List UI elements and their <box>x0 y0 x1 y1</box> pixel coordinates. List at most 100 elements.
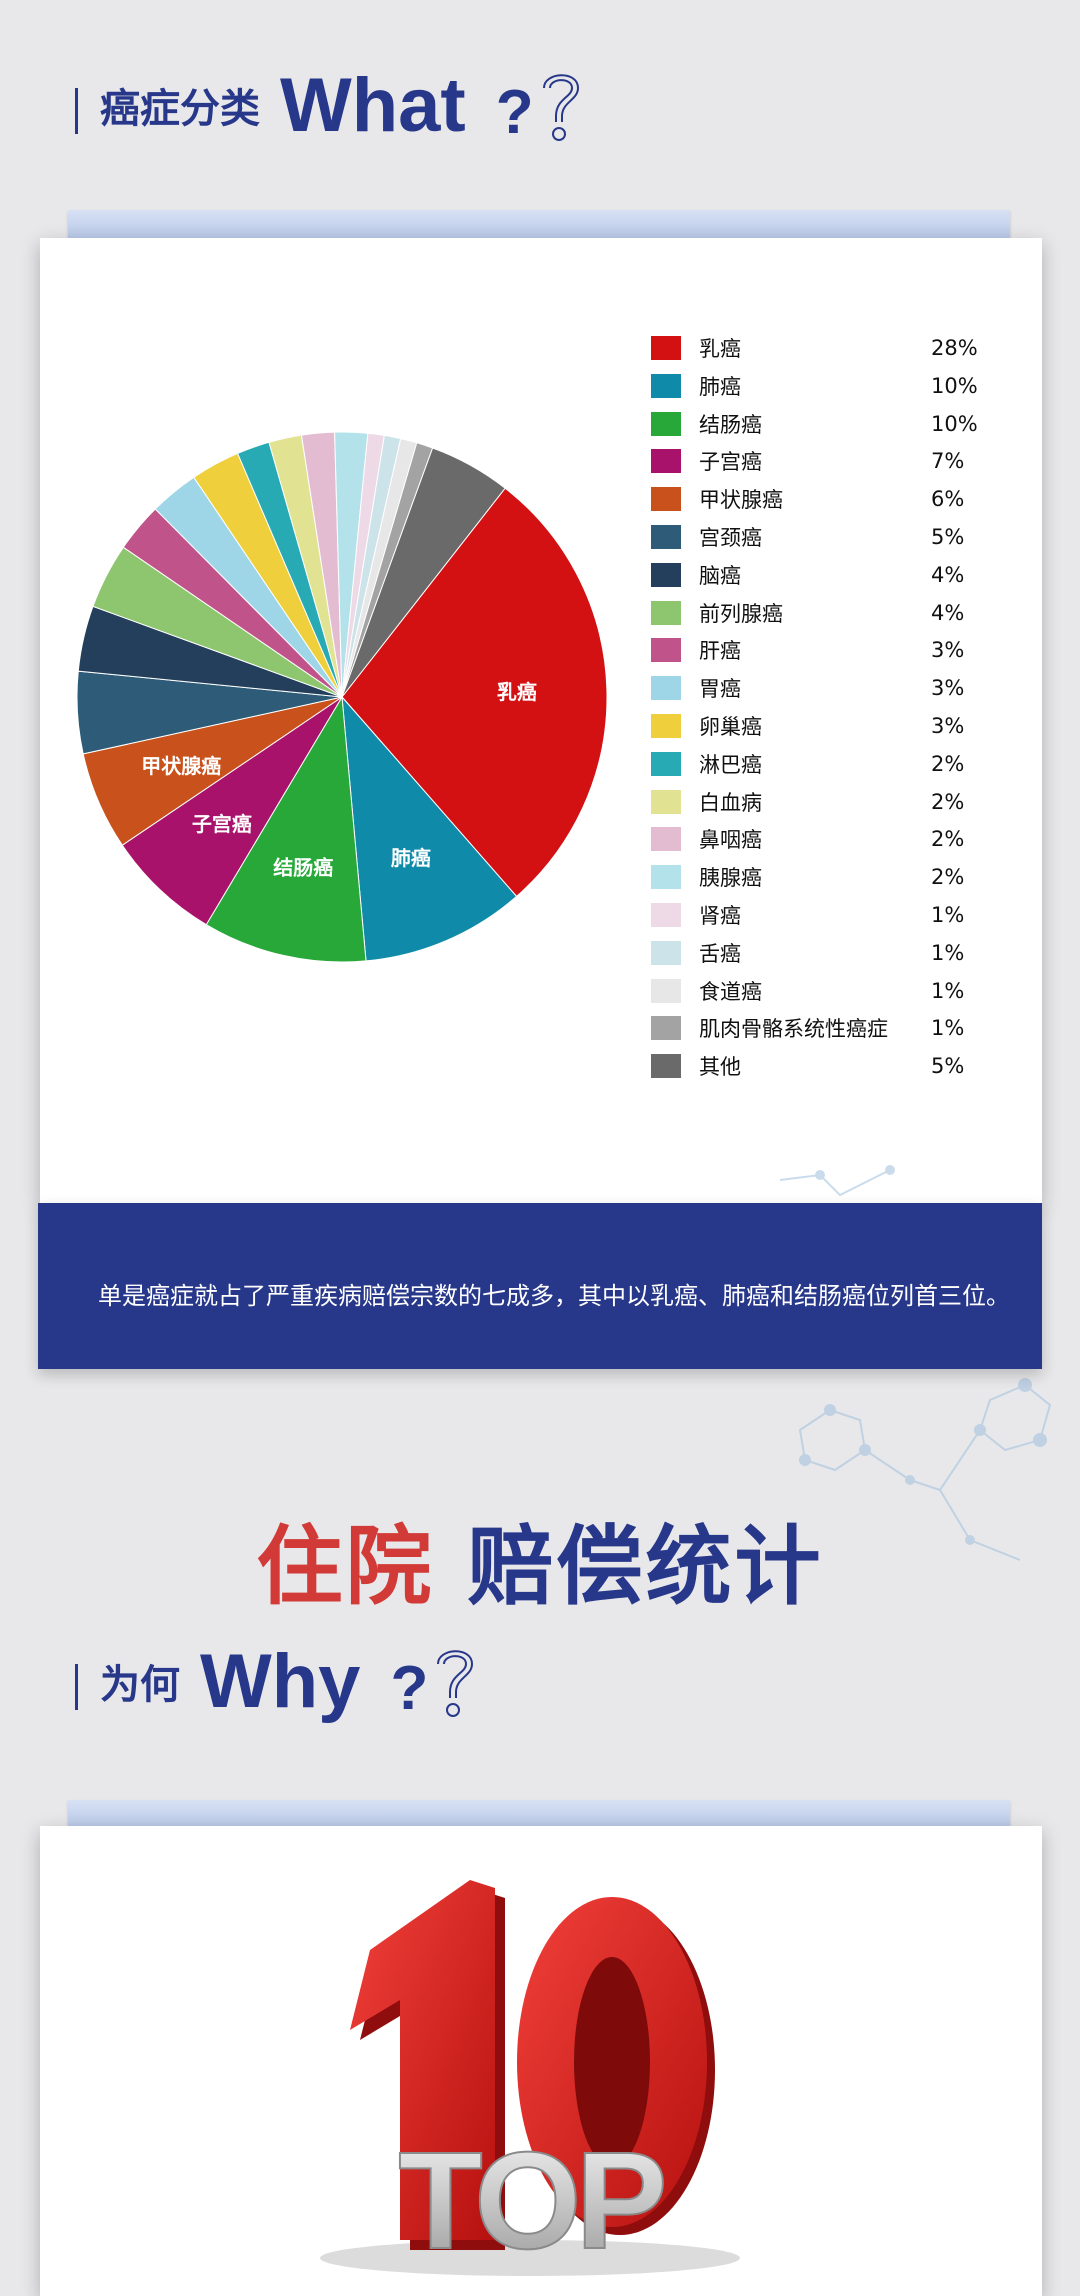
legend-item: 食道癌 1% <box>651 976 991 1006</box>
molecule-decoration <box>779 1165 1052 1561</box>
legend-percent: 3% <box>931 676 965 701</box>
legend-percent: 5% <box>931 525 965 549</box>
legend-label: 前列腺癌 <box>699 601 783 626</box>
legend-percent: 1% <box>931 903 965 927</box>
legend-percent: 3% <box>931 714 965 738</box>
legend-label: 胰腺癌 <box>699 866 762 891</box>
legend-label: 甲状腺癌 <box>699 488 783 513</box>
legend-swatch <box>651 676 681 701</box>
legend-swatch <box>651 1016 681 1041</box>
legend-percent: 2% <box>931 827 965 852</box>
legend-label: 结肠癌 <box>699 412 762 437</box>
legend-swatch <box>651 940 681 965</box>
legend-item: 胰腺癌 2% <box>651 862 991 892</box>
pie-slice <box>205 695 367 963</box>
legend-swatch <box>651 978 681 1003</box>
legend-label: 鼻咽癌 <box>699 828 762 853</box>
legend-item: 肾癌 1% <box>651 900 991 930</box>
heading-en-text: Why <box>200 1639 361 1724</box>
section-heading-why: 为何 Why ? <box>75 1640 500 1720</box>
pie-slice <box>341 695 518 962</box>
legend-swatch <box>651 903 681 927</box>
legend-swatch <box>651 1054 681 1079</box>
headline-title: 住院 赔偿统计 <box>0 1496 1080 1621</box>
legend-item: 子宫癌 7% <box>651 446 991 476</box>
legend-label: 肌肉骨骼系统性癌症 <box>699 1017 888 1042</box>
legend-item: 甲状腺癌 6% <box>651 484 991 514</box>
legend-percent: 5% <box>931 1054 965 1079</box>
legend-label: 卵巢癌 <box>699 715 762 739</box>
legend-percent: 10% <box>931 373 978 398</box>
legend-label: 肺癌 <box>699 374 741 399</box>
legend-swatch <box>651 525 681 549</box>
legend-label: 其他 <box>699 1055 741 1080</box>
legend-label: 白血病 <box>699 790 762 815</box>
legend-percent: 28% <box>931 336 978 360</box>
legend-percent: 6% <box>931 487 965 512</box>
legend-item: 前列腺癌 4% <box>651 598 991 628</box>
legend-swatch <box>651 789 681 814</box>
legend-label: 子宫癌 <box>699 450 762 475</box>
legend-swatch <box>651 449 681 474</box>
legend-percent: 7% <box>931 449 965 474</box>
question-mark-outline-icon <box>437 1650 474 1717</box>
legend-swatch <box>651 562 681 587</box>
pie-slice-label: 肺癌 <box>391 846 431 870</box>
legend-swatch <box>651 638 681 663</box>
pie-slice-label: 结肠癌 <box>273 856 333 880</box>
question-marks: ? <box>390 1640 500 1720</box>
pie-slice <box>341 447 506 698</box>
legend-label: 宫颈癌 <box>699 526 762 550</box>
pie-slice-label: 甲状腺癌 <box>141 754 221 778</box>
legend-percent: 4% <box>931 600 965 625</box>
legend-item: 乳癌 28% <box>651 333 991 363</box>
legend-label: 乳癌 <box>699 337 741 361</box>
legend-label: 肝癌 <box>699 639 741 664</box>
heading-cn-text: 癌症分类 <box>100 86 260 132</box>
legend-swatch <box>651 714 681 738</box>
question-mark-solid: ? <box>495 78 534 147</box>
legend-item: 宫颈癌 5% <box>651 522 991 552</box>
question-mark-outline-icon <box>542 74 579 141</box>
pie-slice <box>341 487 608 898</box>
question-marks: ? <box>496 64 606 144</box>
legend-item: 淋巴癌 2% <box>651 749 991 779</box>
legend-swatch <box>651 487 681 512</box>
pie-slice-label: 乳癌 <box>497 680 537 704</box>
legend-label: 食道癌 <box>699 979 762 1004</box>
top10-graphic: TOP <box>320 1880 740 2279</box>
legend-swatch <box>651 336 681 360</box>
pie-slice-label: 子宫癌 <box>192 812 252 836</box>
legend-swatch <box>651 865 681 890</box>
legend-percent: 3% <box>931 638 965 663</box>
heading-accent-bar <box>75 88 78 134</box>
legend-item: 胃癌 3% <box>651 673 991 703</box>
legend-item: 鼻咽癌 2% <box>651 824 991 854</box>
legend-swatch <box>651 751 681 776</box>
legend-label: 淋巴癌 <box>699 752 762 777</box>
legend-label: 胃癌 <box>699 677 741 702</box>
summary-banner: 单是癌症就占了严重疾病赔偿宗数的七成多，其中以乳癌、肺癌和结肠癌位列首三位。 <box>38 1203 1042 1369</box>
legend-swatch <box>651 373 681 398</box>
legend-label: 肾癌 <box>699 904 741 928</box>
number-zero-shape <box>517 1897 715 2235</box>
question-mark-solid: ? <box>390 1654 429 1723</box>
legend-percent: 2% <box>931 751 965 776</box>
legend-percent: 1% <box>931 1016 965 1041</box>
legend-item: 卵巢癌 3% <box>651 711 991 741</box>
legend-percent: 1% <box>931 940 965 965</box>
legend-item: 肝癌 3% <box>651 635 991 665</box>
pie-slice <box>121 696 343 926</box>
legend-swatch <box>651 827 681 852</box>
number-one-shape <box>350 1880 505 2250</box>
legend-swatch <box>651 411 681 436</box>
legend-label: 舌癌 <box>699 941 741 966</box>
legend-percent: 2% <box>931 789 965 814</box>
legend-item: 脑癌 4% <box>651 560 991 590</box>
heading-en-text: What <box>280 63 466 148</box>
headline-part1: 住院 <box>256 1517 435 1617</box>
legend-percent: 2% <box>931 865 965 890</box>
legend-percent: 1% <box>931 978 965 1003</box>
legend-item: 结肠癌 10% <box>651 409 991 439</box>
